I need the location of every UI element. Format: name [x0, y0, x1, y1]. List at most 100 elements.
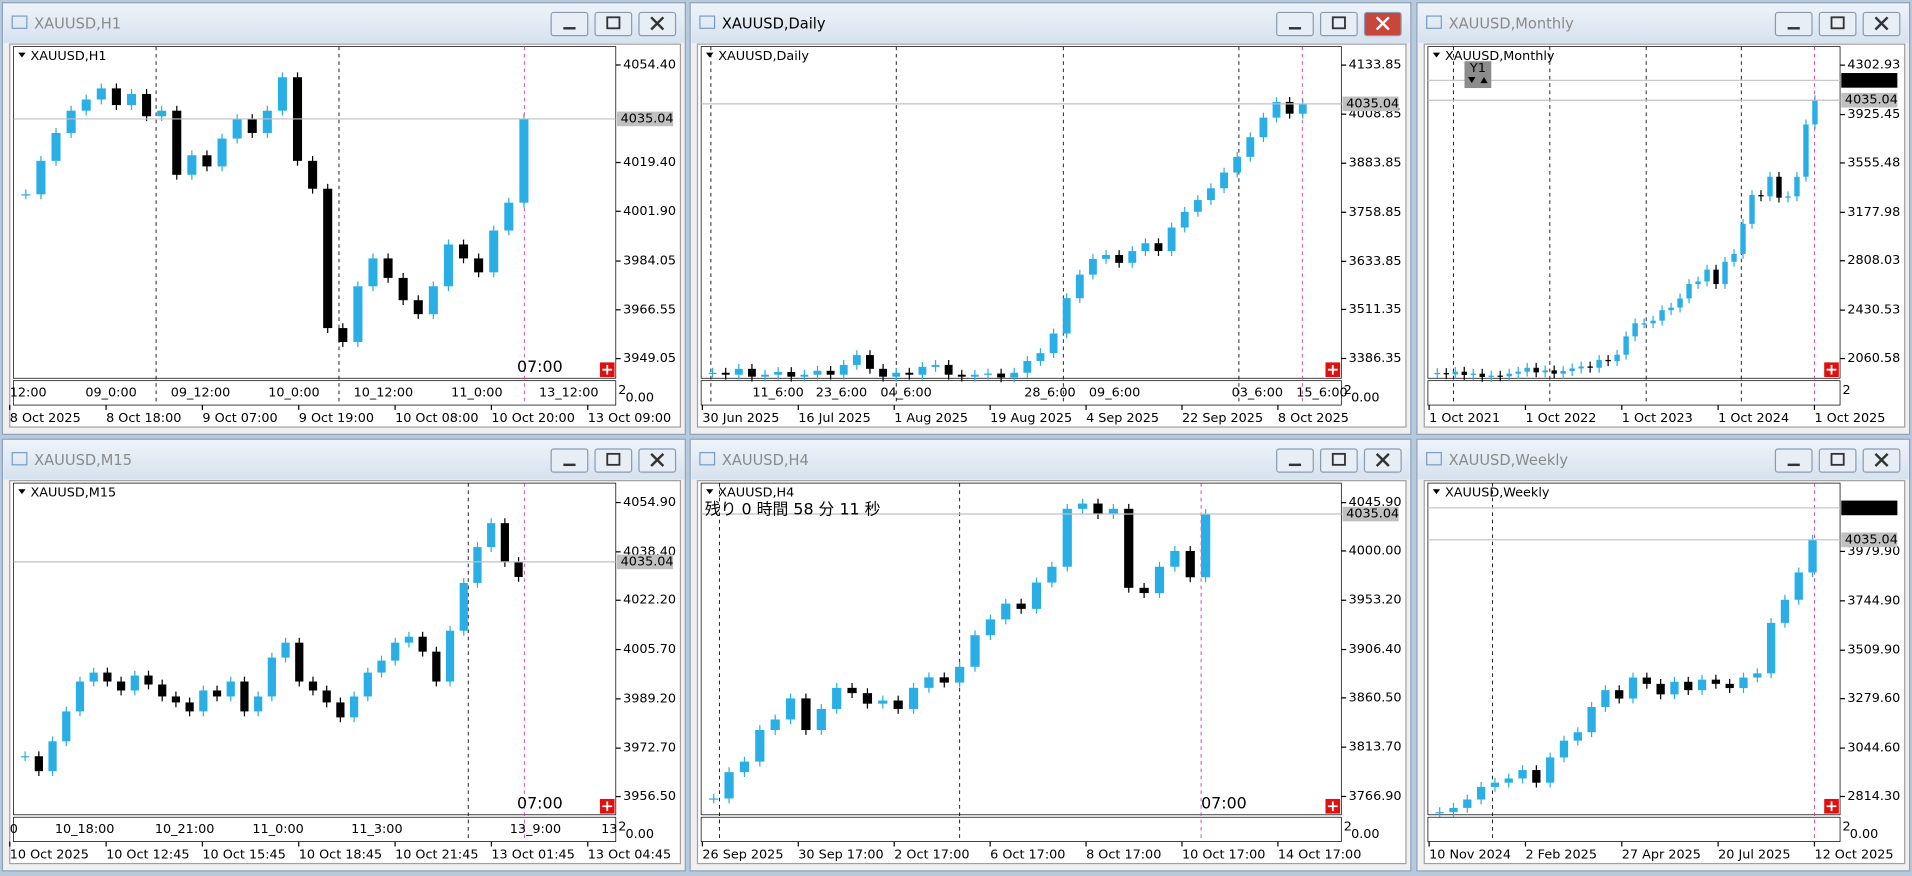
- maximize-button[interactable]: [594, 11, 633, 37]
- period-button[interactable]: [1464, 61, 1492, 89]
- x-tick-label: 22 Sep 2025: [1182, 411, 1263, 426]
- chart-label: XAUUSD,Daily: [718, 49, 809, 64]
- chart-label: XAUUSD,H4: [718, 485, 794, 500]
- icon: [606, 452, 621, 466]
- x-tick-label: 8 Oct 2025: [1278, 411, 1349, 426]
- x-tick-label: 10 Oct 17:00: [1182, 848, 1265, 863]
- minimize-button[interactable]: [1276, 11, 1314, 37]
- candle-body: [1767, 176, 1773, 197]
- candle-body: [785, 698, 796, 720]
- candle-body: [747, 368, 756, 377]
- candle-body: [1476, 786, 1486, 800]
- x-tick-label: 12 Oct 2025: [1814, 848, 1893, 863]
- candle-body: [473, 547, 482, 583]
- x-tick-label: 10 Oct 21:45: [395, 848, 478, 863]
- y-tick-label: 3949.05: [623, 351, 676, 366]
- candle-body: [240, 681, 249, 712]
- candle-body: [459, 582, 468, 631]
- candle-body: [1497, 375, 1503, 377]
- candle-body: [1124, 508, 1134, 588]
- candle-body: [879, 368, 888, 377]
- candle-body: [1614, 354, 1620, 362]
- candle-body: [1049, 333, 1058, 354]
- chart-menu-arrow: [1432, 489, 1441, 495]
- maximize-button[interactable]: [594, 448, 633, 473]
- candle-body: [103, 672, 112, 682]
- candle-body: [1452, 371, 1458, 375]
- candle-body: [1141, 243, 1150, 252]
- candle-body: [832, 687, 842, 709]
- candle-body: [1650, 320, 1656, 324]
- y-tick-label: 4000.00: [1349, 543, 1402, 558]
- candle-body: [1695, 281, 1701, 285]
- candle-body: [500, 523, 509, 563]
- window-icon: [11, 452, 28, 466]
- candle-body: [445, 630, 455, 682]
- candle-body: [1506, 373, 1512, 377]
- icon: [1830, 452, 1845, 466]
- x-tick-label: 1 Oct 2022: [1525, 411, 1596, 426]
- maximize-button[interactable]: [1319, 448, 1358, 473]
- minimize-button[interactable]: [550, 448, 589, 473]
- y-tick-label: 3984.05: [623, 254, 676, 269]
- x-tick-label: 13 Oct 01:45: [491, 848, 574, 863]
- y-tick-label: 3956.50: [623, 789, 676, 804]
- x-tick-label: 16 Jul 2025: [798, 411, 870, 426]
- window-title: XAUUSD,M15: [34, 452, 132, 469]
- candle-body: [1078, 503, 1088, 509]
- candle-body: [368, 258, 378, 287]
- candle-body: [1722, 261, 1728, 285]
- candle-body: [1207, 188, 1215, 201]
- minimize-button[interactable]: [550, 11, 589, 37]
- chart-menu-arrow: [706, 489, 714, 495]
- y-tick-label: 3555.48: [1847, 155, 1900, 170]
- window-title: XAUUSD,Daily: [722, 16, 826, 33]
- x-tick-label: 9 Oct 07:00: [202, 411, 277, 426]
- candle-body: [1659, 310, 1665, 321]
- candle-body: [66, 110, 76, 133]
- maximize-button[interactable]: [1818, 448, 1857, 473]
- x-tick-label: 10 Oct 2025: [10, 848, 89, 863]
- minimize-button[interactable]: [1276, 448, 1314, 473]
- separator-label: 11_0:00: [252, 822, 303, 837]
- price-box-label: 4035.04: [1346, 507, 1399, 522]
- candle-body: [1656, 683, 1665, 695]
- candle-body: [957, 374, 966, 377]
- candle-body: [1449, 807, 1458, 813]
- icon: [1874, 16, 1889, 31]
- chart-panel: [9, 480, 682, 865]
- chart-menu-arrow: [18, 489, 26, 495]
- candle-body: [1062, 508, 1072, 567]
- candle-body: [226, 681, 235, 697]
- candle-body: [474, 258, 484, 273]
- maximize-button[interactable]: [1319, 11, 1358, 37]
- separator-label: 10_0:00: [268, 385, 319, 400]
- minimize-button[interactable]: [1774, 448, 1813, 473]
- candle-body: [1532, 770, 1541, 783]
- separator-label: 09_6:00: [1089, 385, 1140, 400]
- chart-window: XAUUSD,Daily4133.854008.853883.853758.85…: [689, 2, 1412, 435]
- candle-body: [1435, 812, 1444, 814]
- candle-body: [308, 681, 318, 691]
- y-tick-label: 3979.90: [1847, 544, 1900, 559]
- candle-body: [908, 687, 919, 709]
- x-tick-label: 30 Jun 2025: [702, 411, 779, 426]
- x-tick-label: 19 Aug 2025: [990, 411, 1072, 426]
- candle-body: [1573, 732, 1582, 741]
- candle-body: [1185, 550, 1195, 578]
- candle-body: [1808, 539, 1817, 573]
- chart-menu-arrow: [18, 52, 26, 58]
- minimize-button[interactable]: [1774, 11, 1813, 37]
- y-tick-label: 4001.90: [623, 204, 676, 219]
- candle-body: [116, 681, 126, 691]
- maximize-button[interactable]: [1818, 11, 1857, 37]
- x-tick-label: 30 Sep 17:00: [798, 848, 883, 863]
- time-annotation: 07:00: [1201, 793, 1247, 812]
- candle-body: [1684, 681, 1693, 691]
- x-tick-label: 1 Oct 2024: [1718, 411, 1789, 426]
- price-box-label: 4035.04: [1346, 96, 1399, 111]
- candle-body: [171, 696, 181, 703]
- subwindow-label: 0.00: [1351, 827, 1380, 842]
- candle-body: [34, 756, 43, 772]
